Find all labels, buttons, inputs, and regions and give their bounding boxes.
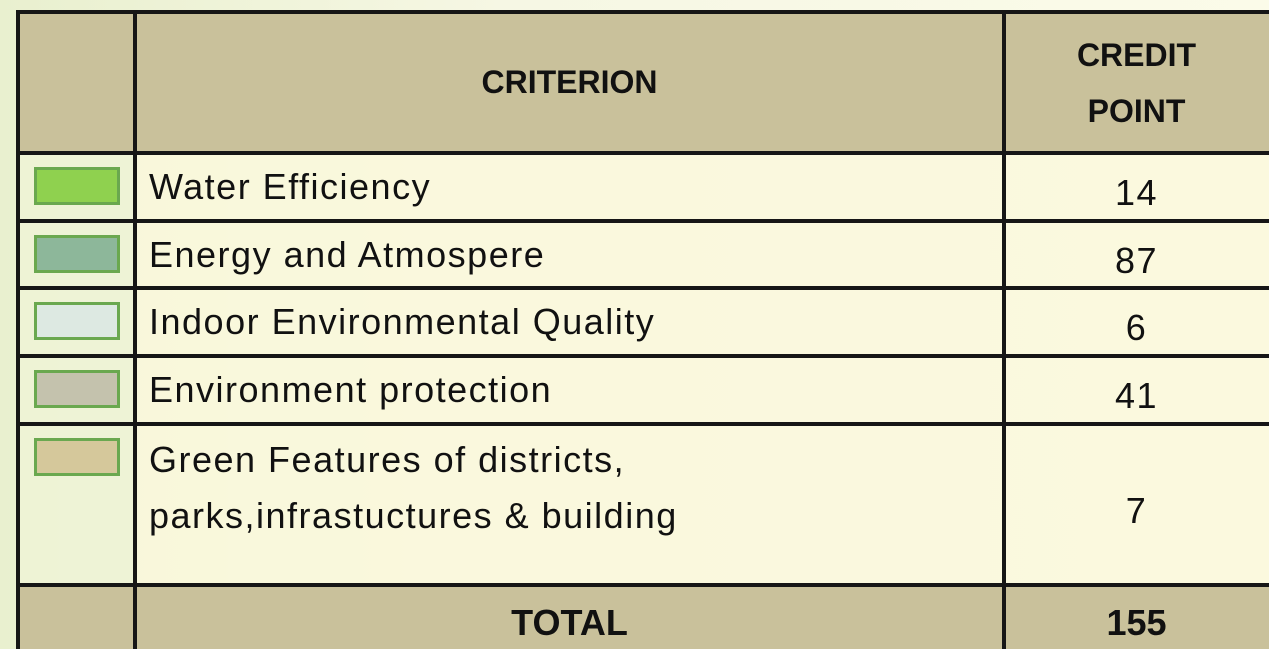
border: [16, 219, 1269, 223]
criterion: Energy and Atmospere: [135, 221, 1004, 288]
swatch-cell: [18, 424, 135, 585]
header-credit: CREDIT POINT: [1004, 12, 1269, 153]
criterion: Green Features of districts, parks,infra…: [135, 424, 1004, 585]
total-label: TOTAL: [135, 585, 1004, 649]
credit: 41: [1004, 356, 1269, 424]
total-credit: 155: [1004, 585, 1269, 649]
credit: 6: [1004, 288, 1269, 356]
border: [16, 151, 1269, 155]
color-swatch: [33, 438, 120, 476]
swatch-cell: [18, 221, 135, 288]
swatch-cell: [18, 288, 135, 356]
border: [16, 10, 20, 649]
credit: 7: [1004, 424, 1269, 585]
total-cell: [18, 585, 135, 649]
color-swatch: [33, 235, 120, 273]
border: [16, 286, 1269, 290]
color-swatch: [33, 302, 120, 340]
criterion: Environment protection: [135, 356, 1004, 424]
color-swatch: [33, 370, 120, 408]
header-criterion: CRITERION: [135, 12, 1004, 153]
header-cell: [18, 12, 135, 153]
border: [16, 422, 1269, 426]
swatch-cell: [18, 153, 135, 221]
border: [16, 10, 1269, 14]
border: [16, 354, 1269, 358]
credit: 14: [1004, 153, 1269, 221]
credit: 87: [1004, 221, 1269, 288]
color-swatch: [33, 167, 120, 205]
criterion: Water Efficiency: [135, 153, 1004, 221]
criterion: Indoor Environmental Quality: [135, 288, 1004, 356]
border: [133, 10, 137, 649]
swatch-cell: [18, 356, 135, 424]
border: [1002, 10, 1006, 649]
border: [16, 583, 1269, 587]
